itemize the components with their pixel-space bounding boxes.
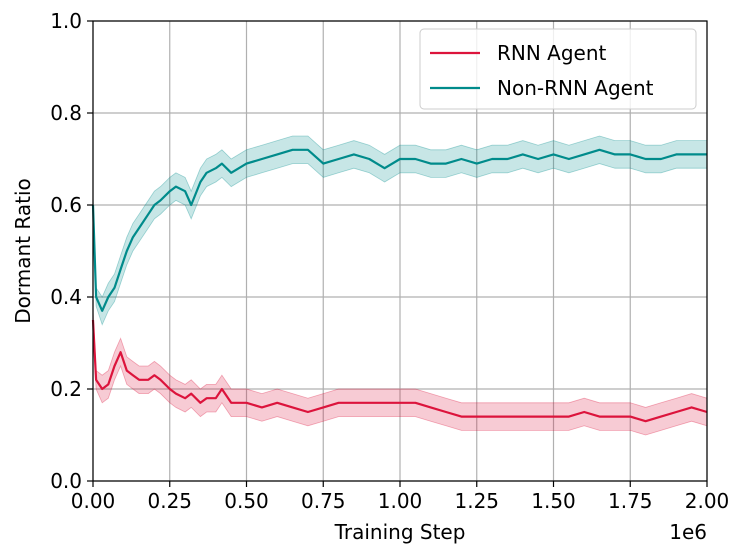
x-tick-label: 1.75 — [608, 489, 653, 513]
legend-label-non-rnn: Non-RNN Agent — [497, 76, 654, 100]
y-axis-ticks: 0.0 0.2 0.4 0.6 0.8 1.0 — [50, 9, 93, 493]
y-tick-label: 0.0 — [50, 469, 82, 493]
x-tick-label: 0.00 — [71, 489, 116, 513]
x-axis-label: Training Step — [334, 520, 466, 544]
series-line-1 — [91, 148, 707, 312]
legend-label-rnn: RNN Agent — [497, 41, 607, 65]
legend-box — [419, 28, 697, 110]
series-line-0 — [91, 319, 708, 423]
x-tick-label: 2.00 — [685, 489, 730, 513]
y-tick-label: 0.2 — [50, 377, 82, 401]
legend: RNN Agent Non-RNN Agent — [419, 28, 697, 110]
x-tick-label: 0.25 — [147, 489, 192, 513]
x-tick-label: 1.50 — [531, 489, 576, 513]
x-tick-label: 0.75 — [301, 489, 346, 513]
x-tick-label: 1.25 — [454, 489, 499, 513]
y-axis-label: Dormant Ratio — [11, 178, 35, 323]
series-lines — [91, 148, 708, 423]
y-tick-label: 0.4 — [50, 285, 82, 309]
x-tick-label: 0.50 — [224, 489, 269, 513]
x-axis-ticks: 0.00 0.25 0.50 0.75 1.00 1.25 1.50 1.75 2.00 — [71, 481, 730, 513]
y-tick-label: 0.8 — [50, 101, 82, 125]
x-tick-label: 1.00 — [378, 489, 423, 513]
y-tick-label: 1.0 — [50, 9, 82, 33]
x-axis-offset-label: 1e6 — [669, 520, 707, 544]
y-tick-label: 0.6 — [50, 193, 82, 217]
